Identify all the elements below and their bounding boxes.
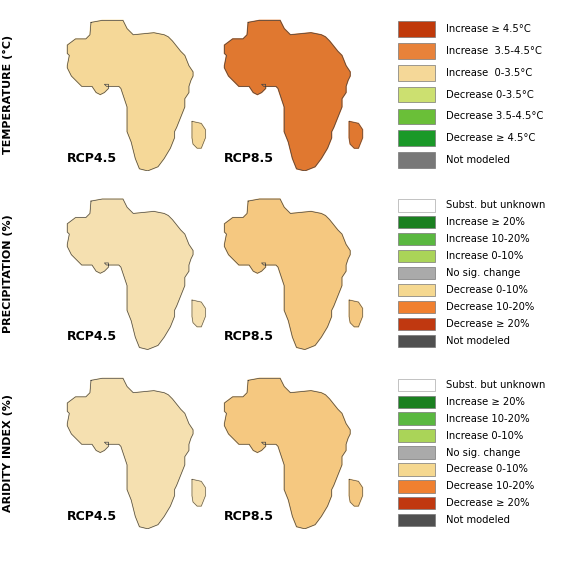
Text: TEMPERATURE (°C): TEMPERATURE (°C) <box>3 35 13 154</box>
Polygon shape <box>349 122 363 148</box>
Bar <box>399 267 435 279</box>
Bar <box>399 199 435 211</box>
Text: Not modeled: Not modeled <box>446 515 510 526</box>
Text: Increase 10-20%: Increase 10-20% <box>446 414 530 424</box>
Polygon shape <box>225 199 350 350</box>
Bar <box>399 413 435 425</box>
Polygon shape <box>68 378 193 529</box>
Text: RCP8.5: RCP8.5 <box>224 152 274 165</box>
Polygon shape <box>225 20 350 171</box>
Text: Decrease ≥ 20%: Decrease ≥ 20% <box>446 498 530 508</box>
Polygon shape <box>349 480 363 506</box>
Bar <box>399 514 435 527</box>
Text: Decrease 0-3.5°C: Decrease 0-3.5°C <box>446 90 534 100</box>
Bar <box>399 430 435 442</box>
Bar <box>399 318 435 330</box>
Bar <box>399 87 435 102</box>
Bar <box>399 43 435 59</box>
Text: Increase 0-10%: Increase 0-10% <box>446 251 523 261</box>
Text: RCP8.5: RCP8.5 <box>224 510 274 523</box>
Text: PRECIPITATION (%): PRECIPITATION (%) <box>3 214 13 333</box>
Text: RCP4.5: RCP4.5 <box>67 510 117 523</box>
Text: Decrease 10-20%: Decrease 10-20% <box>446 481 534 491</box>
Text: RCP4.5: RCP4.5 <box>67 152 117 165</box>
Bar <box>399 250 435 262</box>
Bar <box>399 65 435 81</box>
Polygon shape <box>68 199 193 350</box>
Bar <box>399 217 435 229</box>
Text: Increase  3.5-4.5°C: Increase 3.5-4.5°C <box>446 46 542 56</box>
Text: Decrease ≥ 4.5°C: Decrease ≥ 4.5°C <box>446 133 535 143</box>
Bar <box>399 108 435 124</box>
Text: Not modeled: Not modeled <box>446 336 510 346</box>
Text: Increase 10-20%: Increase 10-20% <box>446 235 530 244</box>
Text: No sig. change: No sig. change <box>446 268 520 278</box>
Text: Increase ≥ 20%: Increase ≥ 20% <box>446 218 525 228</box>
Bar <box>399 446 435 459</box>
Text: Decrease 10-20%: Decrease 10-20% <box>446 302 534 312</box>
Text: Not modeled: Not modeled <box>446 155 510 165</box>
Bar <box>399 335 435 347</box>
Polygon shape <box>68 20 193 171</box>
Polygon shape <box>225 378 350 529</box>
Text: Increase ≥ 4.5°C: Increase ≥ 4.5°C <box>446 24 531 34</box>
Polygon shape <box>349 300 363 327</box>
Polygon shape <box>192 122 205 148</box>
Bar <box>399 22 435 37</box>
Text: Subst. but unknown: Subst. but unknown <box>446 200 545 211</box>
Polygon shape <box>192 480 205 506</box>
Text: No sig. change: No sig. change <box>446 448 520 457</box>
Bar <box>399 480 435 492</box>
Polygon shape <box>192 300 205 327</box>
Text: Decrease ≥ 20%: Decrease ≥ 20% <box>446 319 530 329</box>
Text: ARIDITY INDEX (%): ARIDITY INDEX (%) <box>3 393 13 512</box>
Text: Subst. but unknown: Subst. but unknown <box>446 379 545 390</box>
Text: Decrease 0-10%: Decrease 0-10% <box>446 464 528 474</box>
Text: RCP4.5: RCP4.5 <box>67 331 117 343</box>
Text: Increase  0-3.5°C: Increase 0-3.5°C <box>446 68 533 78</box>
Bar <box>399 130 435 146</box>
Bar <box>399 233 435 246</box>
Bar <box>399 463 435 475</box>
Text: Increase 0-10%: Increase 0-10% <box>446 431 523 441</box>
Text: Increase ≥ 20%: Increase ≥ 20% <box>446 397 525 407</box>
Text: RCP8.5: RCP8.5 <box>224 331 274 343</box>
Bar <box>399 497 435 509</box>
Bar <box>399 378 435 391</box>
Text: Decrease 0-10%: Decrease 0-10% <box>446 285 528 295</box>
Text: Decrease 3.5-4.5°C: Decrease 3.5-4.5°C <box>446 111 544 122</box>
Bar <box>399 301 435 313</box>
Bar <box>399 152 435 168</box>
Bar <box>399 284 435 296</box>
Bar <box>399 396 435 408</box>
